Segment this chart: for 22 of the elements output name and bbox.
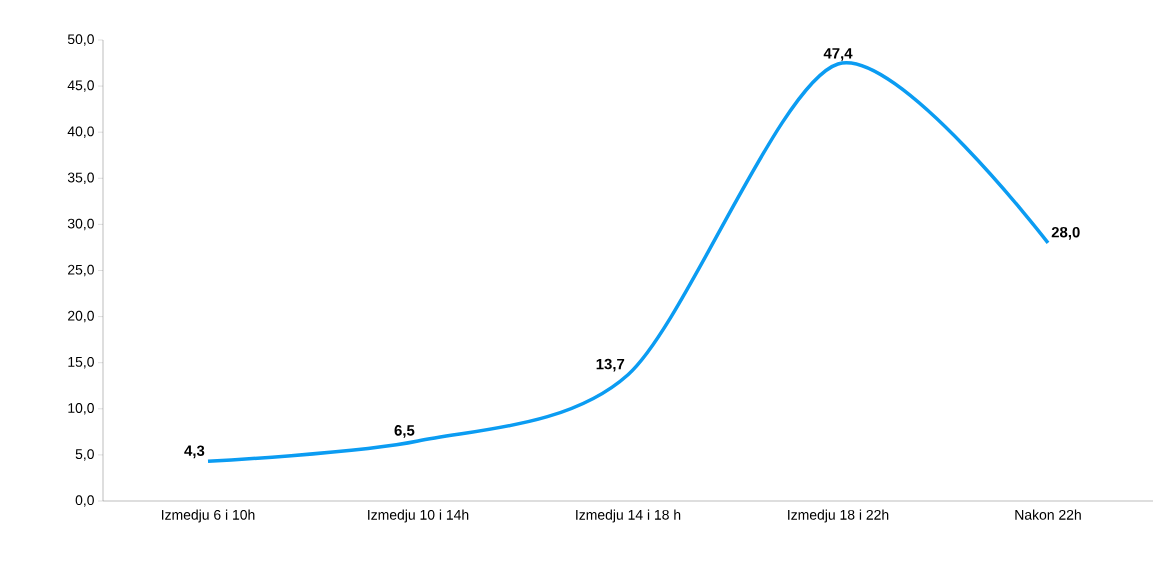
x-tick-label: Izmedju 14 i 18 h	[576, 509, 681, 523]
y-tick-label: 45,0	[67, 80, 94, 92]
x-tick-label: Izmedju 10 i 14h	[368, 509, 469, 523]
data-label: 28,0	[1051, 226, 1080, 240]
y-tick-label: 25,0	[68, 264, 94, 277]
y-tick-label: 35,0	[67, 172, 94, 185]
line-series	[206, 62, 1050, 464]
data-label: 47,4	[823, 48, 853, 61]
y-tick-label: 30,0	[67, 218, 94, 231]
data-label: 13,7	[596, 358, 625, 372]
data-label: 4,3	[184, 445, 205, 459]
y-tick-label: 20,0	[68, 310, 94, 323]
y-tick-label: 0,0	[75, 495, 94, 507]
x-tick-label: Izmedju 6 i 10h	[161, 509, 255, 523]
y-tick-label: 10,0	[68, 403, 94, 415]
y-tick-label: 15,0	[68, 356, 94, 369]
y-tick-label: 40,0	[67, 126, 94, 138]
data-label: 6,5	[394, 425, 415, 438]
x-tick-label: Izmedju 18 i 22h	[788, 509, 889, 523]
y-tick-label: 50,0	[67, 34, 94, 46]
x-tick-label: Nakon 22h	[1015, 509, 1081, 520]
y-tick-label: 5,0	[75, 449, 94, 461]
